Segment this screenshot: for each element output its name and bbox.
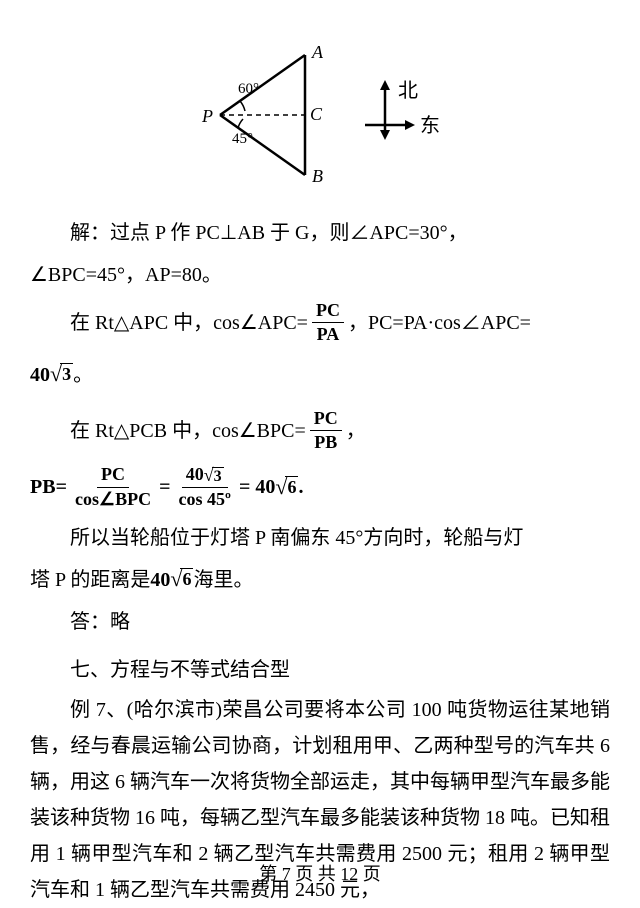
point-c-label: C [310, 104, 323, 124]
formula-pcb-text-a: 在 Rt△PCB 中，cos∠BPC= [70, 413, 306, 449]
page-footer: 第 7 页 共 12 页 [0, 860, 640, 886]
angle-60-label: 60° [238, 81, 259, 97]
formula-pcb: 在 Rt△PCB 中，cos∠BPC= PC PB ， [30, 407, 610, 455]
eq-eq1: = [56, 469, 67, 505]
result-40sqrt3: 40 √ 3 。 [30, 357, 610, 393]
diagram-row: A B C P 60° 45° 北 东 [30, 40, 610, 190]
solution-line-1a: 解：过点 P 作 PC⊥AB 于 G，则∠APC=30°， [30, 215, 610, 251]
conclusion-line-a: 所以当轮船位于灯塔 P 南偏东 45°方向时，轮船与灯 [30, 520, 610, 556]
triangle-diagram: A B C P 60° 45° [190, 40, 340, 190]
period-a: 。 [73, 357, 93, 393]
compass-east-label: 东 [420, 114, 440, 137]
sqrt-6-b: √ 6 [170, 568, 193, 591]
eq-period: . [298, 469, 303, 505]
fraction-pc-pb: PC PB [310, 407, 342, 455]
conclusion-line-b: 塔 P 的距离是 40 √ 6 海里。 [30, 562, 610, 598]
compass-diagram: 北 东 [360, 75, 450, 155]
angle-45-label: 45° [232, 131, 253, 147]
fraction-40sqrt3-cos45: 40√3 cos 45º [175, 463, 235, 512]
sqrt-3-a: √ 3 [50, 363, 73, 386]
formula-apc: 在 Rt△APC 中，cos∠APC= PC PA ，PC=PA·cos∠APC… [30, 299, 610, 347]
formula-apc-text-b: ，PC=PA·cos∠APC= [348, 305, 531, 341]
fraction-pc-pa: PC PA [312, 299, 344, 347]
formula-apc-text-a: 在 Rt△APC 中，cos∠APC= [70, 305, 308, 341]
point-b-label: B [312, 166, 323, 186]
point-a-label: A [311, 42, 324, 62]
point-p-label: P [201, 106, 213, 126]
sqrt-3-b: √3 [204, 464, 224, 487]
sqrt-6-a: √ 6 [275, 476, 298, 499]
eq-lhs: PB [30, 469, 56, 505]
formula-pcb-text-b: ， [346, 413, 366, 449]
fraction-pc-cosbpc: PC cos∠BPC [71, 463, 155, 511]
section-7-title: 七、方程与不等式结合型 [30, 652, 610, 688]
coef-40-a: 40 [30, 357, 50, 393]
compass-north-label: 北 [398, 79, 418, 102]
eq-rhs-coef: = 40 [239, 469, 275, 505]
equation-pb: PB = PC cos∠BPC = 40√3 cos 45º = 40 √ 6 … [30, 463, 610, 512]
solution-line-1b: ∠BPC=45°，AP=80。 [30, 257, 610, 293]
answer-line: 答：略 [30, 604, 610, 640]
eq-eq2: = [159, 469, 170, 505]
